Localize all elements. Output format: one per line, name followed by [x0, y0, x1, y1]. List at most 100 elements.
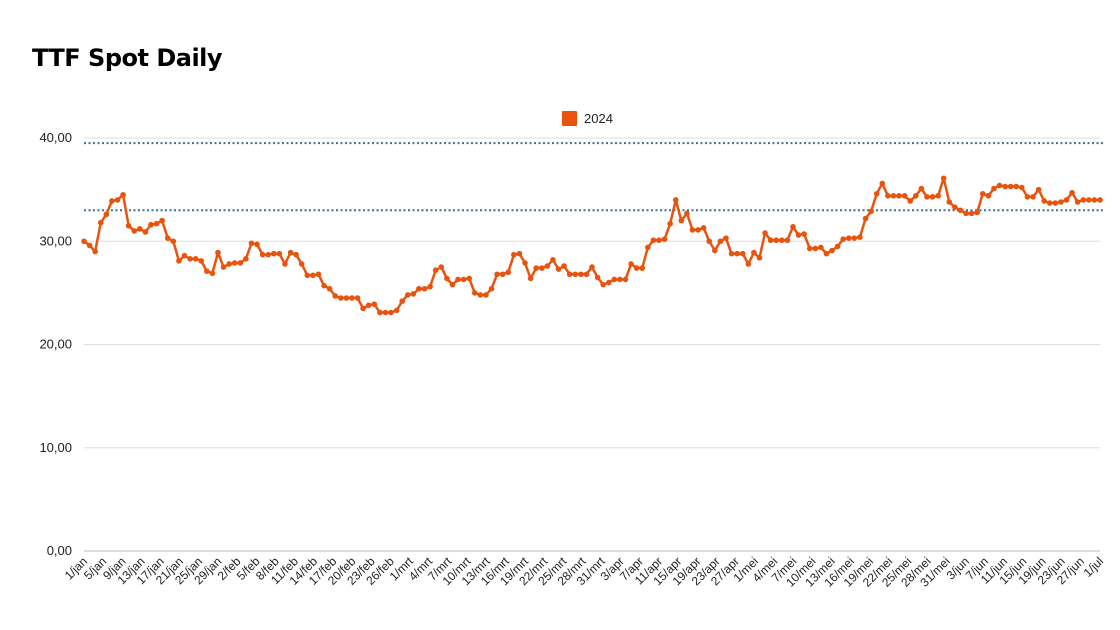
data-point — [153, 220, 160, 227]
data-point — [823, 250, 830, 257]
data-point — [382, 309, 389, 316]
data-point — [321, 282, 327, 289]
data-point — [706, 238, 713, 245]
data-point — [466, 275, 472, 282]
data-point — [1002, 183, 1008, 190]
data-point — [198, 258, 205, 264]
data-point — [243, 255, 249, 262]
legend: 2024 — [562, 111, 613, 126]
data-point — [929, 194, 936, 200]
data-point — [578, 271, 584, 278]
data-point — [103, 211, 110, 218]
data-point — [1086, 197, 1092, 203]
data-point — [885, 193, 891, 199]
data-point — [611, 276, 618, 283]
data-point — [483, 292, 489, 298]
data-point — [427, 283, 433, 290]
data-point — [1035, 186, 1042, 193]
data-point — [818, 244, 824, 251]
x-axis-ticks: 1/jan5/jan9/jan13/jan17/jan21/jan25/jan2… — [62, 554, 1106, 590]
data-point — [812, 245, 819, 252]
data-point — [209, 270, 216, 277]
data-point — [92, 248, 98, 255]
data-point — [650, 237, 657, 244]
data-point — [712, 247, 718, 254]
data-point — [589, 264, 595, 270]
data-point — [332, 293, 339, 299]
data-point — [220, 264, 227, 270]
data-point — [790, 224, 796, 230]
data-point — [533, 265, 539, 271]
data-point — [494, 271, 500, 278]
data-point — [628, 261, 634, 267]
data-point — [388, 309, 394, 316]
data-point — [801, 231, 807, 237]
data-point — [879, 180, 886, 187]
data-point — [477, 292, 484, 298]
data-point — [566, 271, 573, 278]
data-point — [633, 265, 640, 271]
data-point — [851, 235, 858, 241]
data-point — [996, 182, 1003, 189]
data-point — [667, 220, 673, 227]
data-point — [337, 295, 344, 301]
legend-swatch-2024 — [562, 111, 577, 126]
data-point — [751, 249, 757, 256]
data-point — [181, 252, 188, 259]
data-point — [991, 185, 997, 192]
data-point — [349, 295, 355, 301]
data-point — [287, 249, 294, 256]
data-point — [1019, 184, 1025, 191]
data-point — [226, 261, 232, 267]
data-point — [773, 237, 780, 244]
data-point — [974, 209, 980, 216]
data-point — [159, 217, 165, 224]
data-point — [561, 263, 567, 269]
data-point — [120, 191, 126, 198]
data-point — [845, 235, 852, 241]
data-point — [1080, 197, 1087, 203]
data-point — [912, 193, 919, 199]
data-point — [594, 274, 601, 281]
data-point — [271, 250, 277, 257]
data-point — [806, 245, 813, 252]
data-point — [963, 210, 969, 217]
data-point — [684, 210, 690, 217]
data-point — [779, 237, 785, 244]
data-point — [310, 272, 316, 279]
data-point — [605, 279, 612, 286]
data-point — [1052, 200, 1059, 206]
data-point — [505, 269, 512, 276]
data-point — [583, 271, 590, 278]
data-point — [416, 285, 422, 292]
data-point — [756, 254, 763, 261]
data-point — [304, 272, 311, 279]
data-point — [857, 234, 863, 240]
data-point — [109, 198, 115, 204]
data-point — [1046, 200, 1053, 206]
data-point — [377, 309, 383, 316]
data-point — [142, 229, 149, 235]
data-point — [1041, 198, 1047, 204]
data-point — [717, 238, 724, 245]
data-point — [1007, 183, 1014, 190]
data-point — [550, 257, 556, 263]
chart-title: TTF Spot Daily — [32, 44, 223, 72]
data-point — [985, 193, 992, 199]
data-point — [254, 241, 260, 248]
data-point — [901, 193, 908, 199]
x-tick-label: 1/jul — [1081, 554, 1106, 579]
data-point — [784, 237, 791, 244]
data-point — [131, 228, 138, 234]
data-point — [896, 193, 902, 199]
data-point — [449, 281, 456, 288]
data-point — [935, 193, 941, 199]
data-point — [444, 275, 450, 282]
data-point — [834, 243, 841, 250]
data-point — [689, 227, 696, 233]
data-point — [276, 250, 283, 257]
data-point — [1013, 183, 1020, 190]
data-point — [840, 236, 847, 242]
data-point — [572, 271, 579, 278]
